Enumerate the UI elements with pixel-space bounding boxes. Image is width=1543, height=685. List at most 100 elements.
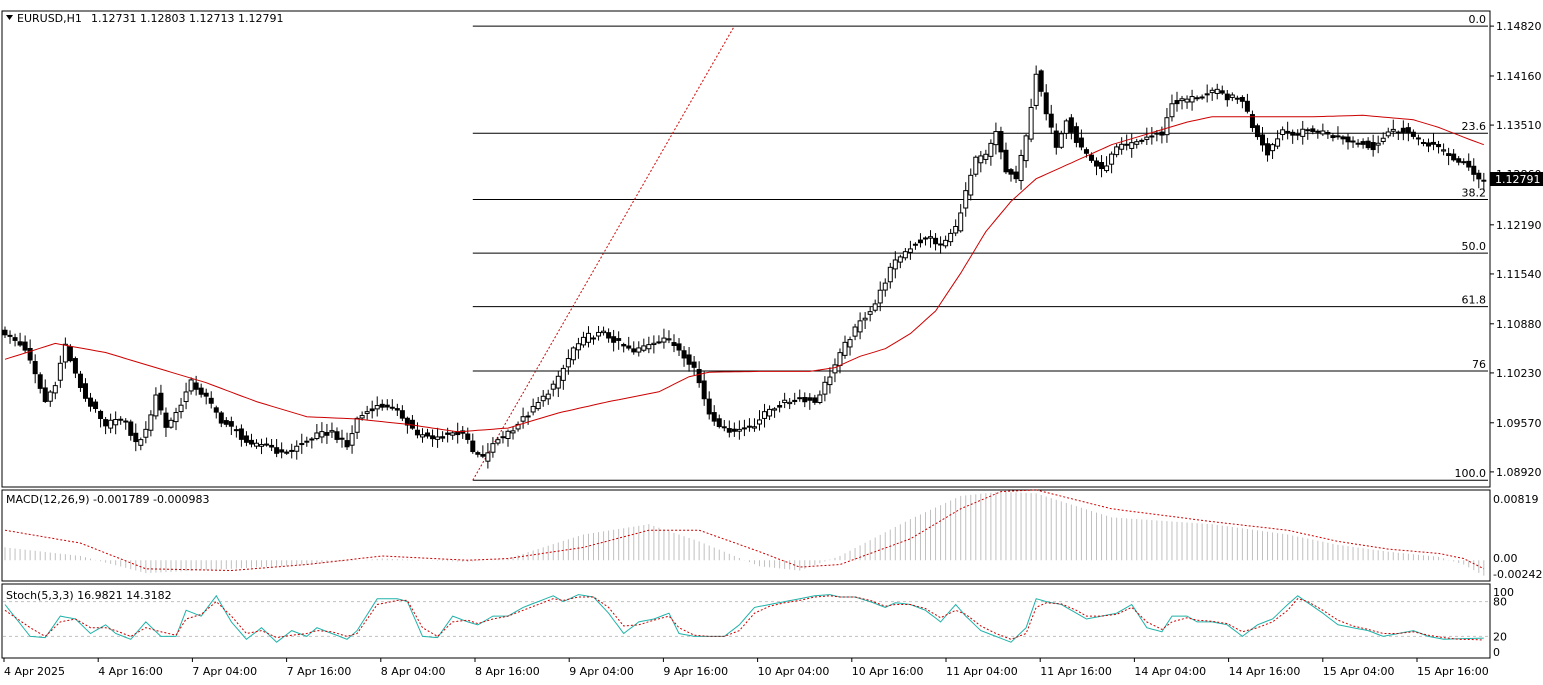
candle-bear[interactable] xyxy=(1410,131,1416,137)
candle-bear[interactable] xyxy=(1425,142,1431,147)
candle-bear[interactable] xyxy=(233,429,239,432)
candle-bull[interactable] xyxy=(983,153,989,160)
candle-bull[interactable] xyxy=(259,444,265,447)
candle-bull[interactable] xyxy=(852,326,858,337)
candle-bull[interactable] xyxy=(319,431,325,438)
candle-bull[interactable] xyxy=(435,436,441,440)
stoch-main-line[interactable] xyxy=(4,594,1484,643)
candle-bear[interactable] xyxy=(425,432,431,437)
candle-bull[interactable] xyxy=(973,156,979,175)
candle-bear[interactable] xyxy=(777,405,783,408)
candle-bear[interactable] xyxy=(933,237,939,245)
candle-bull[interactable] xyxy=(510,430,516,434)
candle-bull[interactable] xyxy=(787,401,793,405)
candle-bull[interactable] xyxy=(1295,133,1301,136)
candle-bear[interactable] xyxy=(716,418,722,428)
candle-bull[interactable] xyxy=(892,259,898,270)
candle-bear[interactable] xyxy=(711,412,717,422)
candle-bull[interactable] xyxy=(1114,146,1120,156)
candle-bear[interactable] xyxy=(248,439,254,445)
candle-bear[interactable] xyxy=(37,374,43,389)
candle-bear[interactable] xyxy=(1451,153,1457,161)
candle-bear[interactable] xyxy=(1088,154,1094,161)
candle-bull[interactable] xyxy=(490,443,496,453)
candle-bear[interactable] xyxy=(606,332,612,339)
candle-bull[interactable] xyxy=(1104,165,1110,172)
candle-bull[interactable] xyxy=(1204,93,1210,96)
candle-bear[interactable] xyxy=(726,428,732,433)
candle-bull[interactable] xyxy=(782,399,788,404)
candle-bull[interactable] xyxy=(963,190,969,209)
candle-bear[interactable] xyxy=(696,369,702,384)
candle-bull[interactable] xyxy=(1109,153,1115,165)
candle-bear[interactable] xyxy=(42,387,48,402)
collapse-triangle-icon[interactable] xyxy=(6,15,13,20)
candle-bull[interactable] xyxy=(762,411,768,419)
candle-bull[interactable] xyxy=(1124,143,1130,146)
candle-bull[interactable] xyxy=(767,408,773,417)
candle-bull[interactable] xyxy=(601,330,607,334)
candle-bull[interactable] xyxy=(666,338,672,341)
candle-bear[interactable] xyxy=(445,432,451,435)
candle-bull[interactable] xyxy=(641,345,647,351)
candle-bear[interactable] xyxy=(1265,143,1271,156)
candle-bull[interactable] xyxy=(1179,98,1185,102)
candle-bull[interactable] xyxy=(7,334,13,337)
candle-bull[interactable] xyxy=(817,394,823,403)
candle-bear[interactable] xyxy=(17,341,23,346)
candle-bull[interactable] xyxy=(1280,129,1286,135)
candle-bull[interactable] xyxy=(1385,131,1391,137)
candle-bear[interactable] xyxy=(430,435,436,440)
candle-bear[interactable] xyxy=(1094,160,1100,167)
candle-bear[interactable] xyxy=(1310,128,1316,132)
candle-bull[interactable] xyxy=(1199,96,1205,99)
candle-bear[interactable] xyxy=(1476,172,1482,180)
candle-bear[interactable] xyxy=(77,373,83,388)
candle-bull[interactable] xyxy=(1018,154,1024,182)
candle-bull[interactable] xyxy=(958,212,964,232)
candle-bull[interactable] xyxy=(1184,98,1190,103)
candle-bear[interactable] xyxy=(1400,127,1406,133)
candle-bull[interactable] xyxy=(751,426,757,429)
candle-bull[interactable] xyxy=(349,433,355,446)
candle-bull[interactable] xyxy=(168,419,174,428)
candle-bull[interactable] xyxy=(862,317,868,321)
candle-bear[interactable] xyxy=(218,412,224,424)
candle-bull[interactable] xyxy=(842,341,848,356)
candle-bull[interactable] xyxy=(495,439,501,444)
candle-bear[interactable] xyxy=(621,343,627,347)
candle-bear[interactable] xyxy=(1350,140,1356,143)
candle-bull[interactable] xyxy=(872,303,878,311)
candle-bear[interactable] xyxy=(1048,113,1054,128)
candle-bear[interactable] xyxy=(404,417,410,426)
candle-bear[interactable] xyxy=(203,392,209,397)
candle-bull[interactable] xyxy=(1023,135,1029,162)
candle-bull[interactable] xyxy=(1214,88,1220,94)
candle-bull[interactable] xyxy=(1420,142,1426,145)
candle-bear[interactable] xyxy=(27,348,33,361)
candle-bull[interactable] xyxy=(113,418,119,426)
candle-bull[interactable] xyxy=(47,391,53,402)
macd-pane[interactable] xyxy=(1,489,1491,582)
candle-bull[interactable] xyxy=(304,440,310,443)
candle-bear[interactable] xyxy=(12,337,18,341)
candle-bear[interactable] xyxy=(1360,141,1366,145)
candle-bull[interactable] xyxy=(736,428,742,432)
candle-bear[interactable] xyxy=(1219,90,1225,94)
candle-bear[interactable] xyxy=(671,342,677,346)
candle-bear[interactable] xyxy=(394,408,400,411)
candle-bear[interactable] xyxy=(731,428,737,432)
candle-bull[interactable] xyxy=(485,452,491,462)
candle-bear[interactable] xyxy=(1355,142,1361,145)
candle-bear[interactable] xyxy=(284,451,290,454)
candle-bull[interactable] xyxy=(953,225,959,234)
candle-bear[interactable] xyxy=(1053,130,1059,148)
candle-bear[interactable] xyxy=(1239,96,1245,102)
candle-bear[interactable] xyxy=(1099,162,1105,170)
candle-bear[interactable] xyxy=(691,361,697,368)
candle-bull[interactable] xyxy=(359,415,365,419)
candle-bear[interactable] xyxy=(1013,171,1019,180)
candle-bear[interactable] xyxy=(1194,97,1200,100)
candle-bear[interactable] xyxy=(1456,158,1462,163)
candle-bull[interactable] xyxy=(520,416,526,422)
